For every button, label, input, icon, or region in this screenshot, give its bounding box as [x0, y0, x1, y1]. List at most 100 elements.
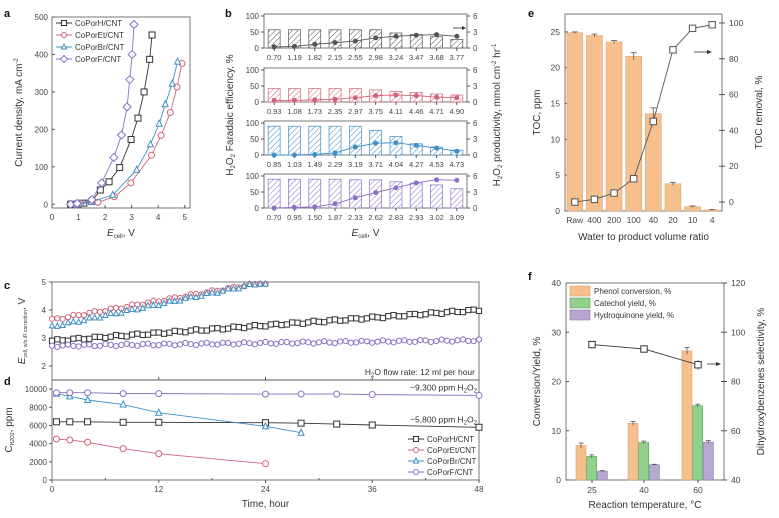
data-point [155, 450, 163, 458]
plot-frame [51, 281, 480, 381]
data-point [257, 323, 264, 330]
x-tick-label: 0.85 [267, 160, 282, 169]
data-point [256, 279, 264, 287]
data-point [219, 339, 226, 346]
y-tick-label: 40 [552, 278, 562, 288]
data-point [475, 391, 483, 399]
data-point [80, 316, 88, 324]
legend-label: CoPorH/CNT [427, 435, 474, 444]
data-point [331, 316, 338, 323]
data-point [333, 390, 341, 398]
data-point [297, 390, 305, 398]
x-tick-label: 4.53 [429, 160, 444, 169]
x-tick-label: 2.97 [348, 107, 363, 116]
legend-label: CoPorH/CNT [75, 19, 122, 28]
data-point [454, 337, 461, 344]
panel-label-b: b [225, 8, 232, 20]
y-tick-label-right: 40 [731, 475, 741, 485]
data-point [52, 435, 60, 443]
x-tick-label: 4.73 [450, 160, 465, 169]
data-point [107, 333, 114, 340]
data-point [70, 335, 77, 342]
data-point [321, 338, 328, 345]
x-axis-label: Time, hour [242, 499, 290, 510]
productivity-point [271, 205, 277, 211]
data-point [91, 313, 99, 321]
productivity-point [332, 96, 338, 102]
data-point [66, 436, 74, 444]
selectivity-point [640, 345, 648, 353]
arrow-head [462, 26, 466, 30]
y-tick-label-right: 6 [473, 12, 478, 21]
data-point [443, 337, 451, 344]
bar-Phenol conversion, % [681, 350, 693, 481]
data-point [297, 419, 305, 427]
bar-Catechol yield, % [692, 405, 704, 481]
data-point [84, 418, 92, 426]
data-point [144, 340, 152, 347]
data-point [203, 289, 211, 296]
data-point [146, 55, 154, 63]
x-tick-label: 1.08 [287, 107, 302, 116]
productivity-point [312, 151, 318, 157]
y-tick-label: 20 [551, 63, 561, 73]
productivity-line [274, 179, 457, 209]
data-point [122, 102, 132, 112]
panel-label-d: d [4, 376, 11, 388]
legend-label: CoPorBr/CNT [75, 43, 124, 52]
y-tick-label: 50 [250, 135, 259, 144]
data-point [465, 306, 472, 314]
data-point [368, 421, 376, 429]
panel-label-a: a [4, 8, 11, 20]
panel-e: 0 5 10 15 20 25 0 20 40 60 80 100 Raw 400 200 100 40 20 10… [532, 13, 765, 243]
y-tick-label: 400 [35, 50, 49, 59]
data-point [112, 309, 120, 317]
y-axis-label-left: TOC, ppm [532, 90, 543, 136]
data-point [83, 395, 92, 403]
data-point [374, 338, 381, 345]
y-tick-label: 10000 [25, 385, 48, 394]
x-tick-label: 2.15 [328, 53, 343, 62]
data-point [59, 315, 66, 323]
productivity-point [291, 43, 297, 49]
x-tick-label: 60 [693, 485, 703, 495]
x-tick-label: 2.98 [368, 53, 383, 62]
data-point [59, 342, 66, 349]
data-point [139, 331, 146, 339]
legend-marker [413, 469, 419, 475]
data-point [171, 342, 178, 349]
data-point [52, 418, 60, 426]
series-CoPorF/CNT [65, 19, 139, 209]
y-tick-label-right: 0 [473, 98, 478, 107]
annotation-concentration: ~9,300 ppm H2O2 [410, 382, 478, 394]
data-point [128, 331, 136, 338]
x-tick-label: 4 [710, 215, 715, 225]
series-line [56, 392, 480, 396]
data-point [203, 327, 210, 334]
data-point [214, 341, 221, 348]
data-point [278, 321, 285, 329]
data-point [160, 299, 168, 306]
data-point [96, 178, 107, 188]
data-point [75, 317, 83, 325]
data-point [470, 306, 477, 313]
data-point [182, 339, 189, 347]
data-point [119, 418, 127, 426]
data-point [310, 317, 317, 324]
data-point [168, 79, 177, 87]
data-point [91, 333, 98, 340]
data-point [54, 336, 61, 343]
x-tick-label: 3.71 [368, 160, 383, 169]
data-point [119, 399, 127, 408]
productivity-point [373, 93, 379, 99]
data-point [155, 119, 164, 127]
x-tick-label: 3.68 [429, 53, 444, 62]
data-point [108, 190, 117, 198]
data-point [150, 329, 157, 336]
x-tick-label: 3.47 [409, 53, 424, 62]
toc-removal-point [610, 189, 618, 197]
data-point [155, 342, 162, 349]
y-tick-label: 50 [250, 188, 259, 197]
x-tick-label: 200 [607, 215, 621, 225]
productivity-point [352, 95, 358, 101]
